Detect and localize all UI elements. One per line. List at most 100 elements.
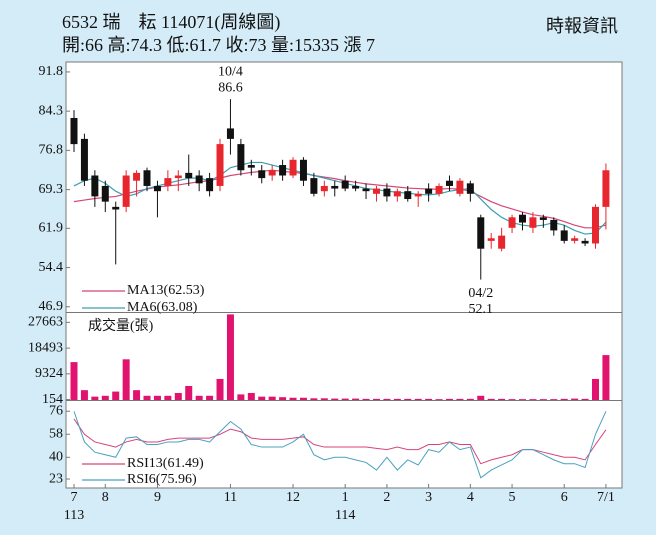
volume-bar [206,395,214,400]
x-tick-label: 4 [467,490,474,505]
candle-body [362,188,370,192]
candle-body [185,172,193,179]
x-tick-label: 7 [71,490,78,505]
candle-body [289,159,297,176]
volume-bar [602,355,610,400]
candle-body [560,230,568,241]
candle-body [571,238,579,241]
x-tick-label: 3 [425,490,432,505]
candle-body [80,138,88,181]
candle-body [268,170,276,176]
candle-body [414,193,422,197]
x-tick-label: 2 [383,490,390,505]
annotation: 04/2 [468,286,493,301]
volume-bar [226,314,234,400]
candle-body [206,178,214,192]
candle-body [91,175,99,197]
y-tick-label: 58 [49,426,63,441]
volume-bar [445,398,453,400]
y-tick-label: 40 [49,450,63,465]
candle-body [174,175,182,179]
volume-bar [362,398,370,400]
candle-body [352,185,360,189]
volume-bar [70,362,78,400]
candle-body [279,165,287,176]
candle-body [372,188,380,194]
volume-bar [299,397,307,400]
candle-body [425,188,433,194]
x-tick-label: 12 [286,490,300,505]
chart-title: 6532 瑞 耘 114071(周線圖) [62,12,280,33]
volume-bar [425,398,433,400]
volume-bar [153,395,161,400]
candle-body [258,170,266,179]
volume-bar [592,378,599,400]
candle-body [70,117,78,145]
candle-body [331,185,339,189]
volume-bar [539,399,547,400]
volume-bar [320,398,328,400]
candle-body [393,191,401,197]
volume-bar [518,399,526,400]
candle-body [299,159,307,181]
candle-body [153,185,161,192]
x-tick-label: 7/1 [597,490,615,505]
legend-label: RSI6(75.96) [127,472,197,487]
source: 時報資訊 [546,16,618,36]
candle-body [602,170,610,207]
volume-bar [195,395,203,400]
legend-label: MA13(62.53) [127,283,205,298]
candle-body [112,206,120,210]
volume-bar [435,399,443,400]
volume-bar [122,359,130,400]
candle-body [529,217,537,228]
volume-bar [247,392,255,400]
volume-bar [237,394,245,400]
volume-bar [216,378,224,400]
volume-bar [487,398,495,400]
y-tick-label: 9324 [35,366,63,381]
summary: 開:66 高:74.3 低:61.7 收:73 量:15335 漲 7 [62,35,375,55]
legend-label: MA6(63.08) [127,300,198,315]
volume-bar [80,390,88,400]
candle-body [518,214,526,223]
panel-title: 成交量(張) [88,317,154,334]
candle-body [539,217,547,220]
volume-bar [289,397,297,400]
x-tick-label-2: 113 [64,508,84,523]
candle-body [133,172,141,181]
candle-body [101,185,109,202]
volume-bar [372,398,380,400]
candle-body [487,238,495,241]
volume-bar [560,398,568,400]
candle-body [498,235,506,249]
candle-body [435,185,443,194]
volume-bar [143,395,151,400]
candle-body [581,240,589,244]
volume-bar [529,399,537,400]
y-tick-label: 54.4 [39,260,64,275]
y-tick-label: 84.3 [39,103,64,118]
x-tick-label: 8 [102,490,109,505]
volume-bar [581,398,589,400]
volume-bar [164,395,172,400]
candle-body [226,128,234,139]
candle-body [164,178,172,186]
volume-bar [258,396,266,400]
y-tick-label: 76.8 [39,143,64,158]
volume-bar [393,398,401,400]
plot-area [65,61,623,489]
y-tick-label: 46.9 [39,299,64,314]
candle-body [320,185,328,192]
candle-body [592,206,599,244]
candle-body [550,219,558,231]
candle-body [508,217,516,228]
volume-bar [414,398,422,400]
volume-bar [508,399,516,400]
volume-bar [101,395,109,400]
x-tick-label: 5 [509,490,516,505]
candle-body [341,180,349,189]
y-tick-label: 91.8 [39,64,64,79]
candle-body [456,180,464,194]
